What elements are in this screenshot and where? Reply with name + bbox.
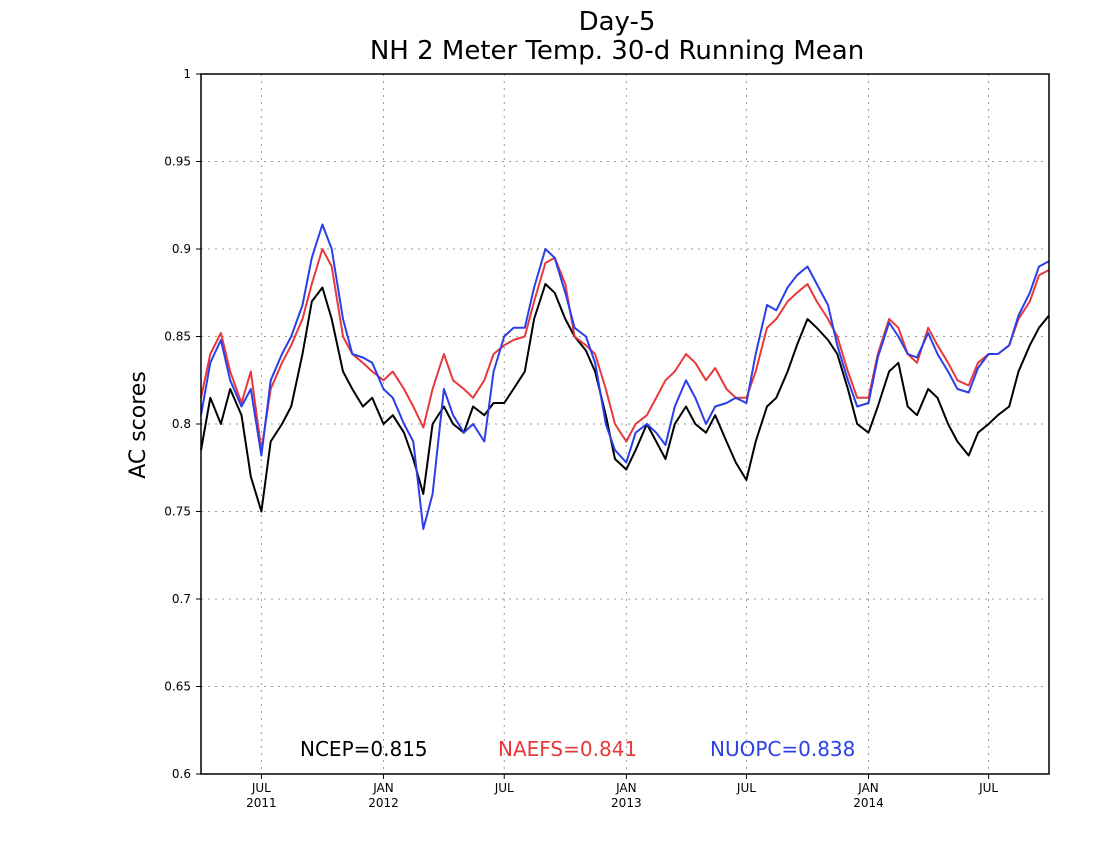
legend-item-ncep: NCEP=0.815 bbox=[300, 737, 428, 761]
x-tick-year: 2014 bbox=[853, 796, 884, 810]
x-tick-label: JAN bbox=[615, 781, 637, 795]
chart-title: Day-5 bbox=[579, 7, 656, 37]
x-tick-year: 2011 bbox=[246, 796, 277, 810]
y-axis: 0.6 0.65 0.7 0.75 0.8 0.85 0.9 0.95 1 bbox=[164, 67, 201, 781]
y-tick-label: 0.95 bbox=[164, 155, 191, 169]
x-tick-year: 2013 bbox=[611, 796, 642, 810]
y-tick-label: 0.75 bbox=[164, 505, 191, 519]
y-tick-label: 0.6 bbox=[172, 767, 191, 781]
y-tick-label: 0.85 bbox=[164, 330, 191, 344]
chart-subtitle: NH 2 Meter Temp. 30-d Running Mean bbox=[370, 36, 864, 66]
series-lines bbox=[200, 223, 1050, 530]
x-tick-label: JAN bbox=[372, 781, 394, 795]
y-tick-label: 1 bbox=[183, 67, 191, 81]
y-tick-label: 0.65 bbox=[164, 680, 191, 694]
x-tick-year: 2012 bbox=[368, 796, 399, 810]
legend: NCEP=0.815 NAEFS=0.841 NUOPC=0.838 bbox=[300, 737, 855, 761]
legend-item-naefs: NAEFS=0.841 bbox=[498, 737, 637, 761]
legend-item-nuopc: NUOPC=0.838 bbox=[710, 737, 855, 761]
x-tick-label: JUL bbox=[494, 781, 514, 795]
series-line-ncep bbox=[200, 283, 1050, 513]
series-line-nuopc bbox=[200, 223, 1050, 530]
x-tick-label: JUL bbox=[736, 781, 756, 795]
y-axis-label: AC scores bbox=[126, 371, 151, 479]
y-tick-label: 0.7 bbox=[172, 592, 191, 606]
x-tick-label: JUL bbox=[978, 781, 998, 795]
y-tick-label: 0.9 bbox=[172, 242, 191, 256]
x-tick-label: JAN bbox=[857, 781, 879, 795]
x-tick-label: JUL bbox=[251, 781, 271, 795]
y-tick-label: 0.8 bbox=[172, 417, 191, 431]
series-line-naefs bbox=[200, 248, 1050, 452]
grid-lines bbox=[201, 74, 1049, 774]
